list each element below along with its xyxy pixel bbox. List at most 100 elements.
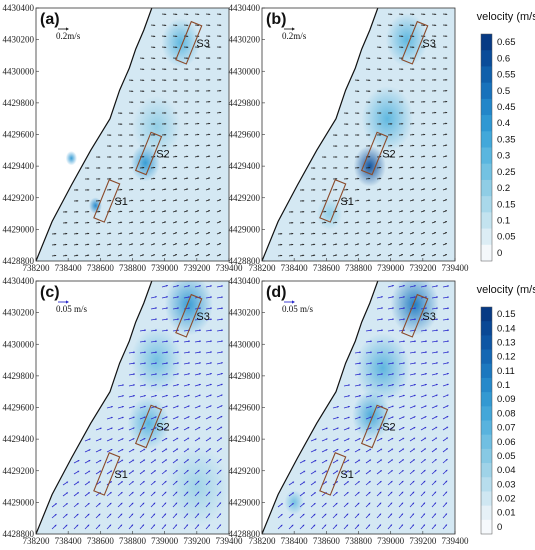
vector-arrowhead — [445, 100, 448, 103]
vector-arrowhead — [335, 243, 338, 246]
vector-arrowhead — [110, 427, 113, 430]
vector-arrowhead — [143, 438, 146, 440]
vector-arrowhead — [132, 448, 135, 451]
vector-arrowhead — [368, 188, 371, 191]
vector-arrowhead — [144, 362, 146, 365]
vector-arrowhead — [221, 307, 223, 310]
colorbar-tick-label: 0.15 — [497, 309, 516, 320]
vector-arrowhead — [390, 24, 393, 27]
vector-arrowhead — [120, 481, 123, 483]
vector-arrowhead — [412, 254, 414, 256]
vector-arrowhead — [109, 210, 112, 213]
vector-arrowhead — [381, 394, 383, 397]
vector-arrowhead — [336, 438, 339, 441]
vector-arrowhead — [219, 524, 221, 527]
vector-arrowhead — [219, 155, 222, 158]
vector-arrowhead — [220, 394, 223, 397]
vector-arrowhead — [154, 416, 157, 419]
y-tick-label: 4429200 — [229, 466, 261, 476]
vector-arrowhead — [313, 524, 316, 527]
vector-arrowhead — [155, 362, 157, 365]
vector-arrowhead — [434, 155, 437, 158]
vector-arrowhead — [164, 502, 167, 505]
vector-arrowhead — [412, 35, 415, 38]
coastline — [36, 281, 153, 534]
colorbar-tick-label: 0.08 — [497, 408, 516, 419]
vector-arrowhead — [131, 502, 134, 505]
vector-arrowhead — [359, 405, 361, 408]
vector-arrowhead — [424, 437, 427, 440]
x-tick-label: 738200 — [249, 536, 277, 546]
vector-arrowhead — [142, 166, 145, 169]
x-tick-label: 738600 — [87, 536, 115, 546]
vector-arrowhead — [401, 480, 404, 483]
vector-arrowhead — [401, 243, 403, 245]
y-tick-label: 4430000 — [3, 339, 35, 349]
vector-arrowhead — [412, 122, 415, 125]
vector-arrowhead — [98, 243, 101, 246]
vector-arrowhead — [434, 210, 436, 212]
colorbar-segment — [481, 34, 492, 51]
vector-arrowhead — [346, 221, 349, 224]
x-tick-label: 739200 — [183, 263, 211, 273]
vector-arrowhead — [434, 221, 436, 223]
vector-arrowhead — [186, 133, 189, 136]
vector-arrowhead — [379, 166, 382, 169]
vector-arrowhead — [357, 177, 360, 180]
vector-arrowhead — [208, 24, 211, 27]
vector-arrowhead — [280, 514, 283, 516]
vector-arrowhead — [120, 232, 123, 235]
vector-arrowhead — [436, 372, 438, 375]
vector-arrowhead — [291, 221, 294, 224]
vector-arrowhead — [325, 438, 328, 441]
scale-label: 0.05 m/s — [282, 304, 314, 314]
vector-arrowhead — [143, 416, 146, 419]
vector-arrowhead — [381, 318, 383, 321]
colorbar-0: velocity (m/s) 0.65 0.6 0.55 0.5 0.45 0.4 0.35 0… — [477, 11, 535, 262]
vector-arrowhead — [186, 210, 188, 213]
vector-arrowhead — [357, 481, 360, 483]
vector-arrowhead — [144, 394, 146, 397]
vector-arrowhead — [175, 24, 178, 27]
vector-arrowhead — [131, 79, 134, 82]
vector-arrowhead — [423, 243, 425, 245]
vector-arrowhead — [358, 459, 361, 462]
vector-arrowhead — [144, 384, 146, 386]
vector-arrowhead — [336, 459, 339, 462]
vector-arrowhead — [109, 156, 112, 158]
vector-arrowhead — [186, 254, 188, 256]
x-tick-label: 738800 — [119, 536, 147, 546]
vector-arrowhead — [379, 221, 382, 224]
vector-arrowhead — [186, 35, 189, 38]
vector-arrowhead — [219, 254, 221, 256]
vector-arrowhead — [175, 177, 178, 180]
vector-arrowhead — [164, 480, 167, 483]
vector-arrowhead — [131, 155, 134, 158]
panel-2: S1 S2 S3 (c) 0.05 m/s 4428800 4429000 4429200 44… — [3, 276, 244, 546]
vector-arrowhead — [109, 199, 112, 202]
vector-arrowhead — [109, 513, 112, 516]
vector-arrowhead — [65, 221, 68, 224]
vector-arrowhead — [346, 513, 349, 516]
vector-arrowhead — [208, 111, 211, 114]
y-tick-label: 4429000 — [229, 497, 261, 507]
vector-arrowhead — [219, 210, 221, 212]
y-tick-label: 4430000 — [229, 66, 261, 76]
vector-arrowhead — [412, 470, 415, 472]
vector-arrowhead — [197, 155, 200, 158]
vector-arrowhead — [198, 448, 200, 451]
vector-arrowhead — [390, 155, 393, 158]
vector-arrowhead — [164, 122, 167, 125]
vector-arrowhead — [403, 383, 405, 386]
vector-arrowhead — [175, 199, 178, 202]
vector-arrowhead — [54, 243, 57, 246]
colorbar-segment — [481, 98, 492, 116]
vector-arrowhead — [357, 134, 360, 136]
vector-arrowhead — [164, 491, 167, 494]
vector-arrowhead — [98, 232, 101, 235]
vector-arrowhead — [280, 254, 283, 257]
vector-arrowhead — [302, 492, 305, 495]
vector-arrowhead — [335, 134, 338, 137]
vector-arrowhead — [131, 101, 134, 104]
vector-arrowhead — [445, 89, 448, 92]
